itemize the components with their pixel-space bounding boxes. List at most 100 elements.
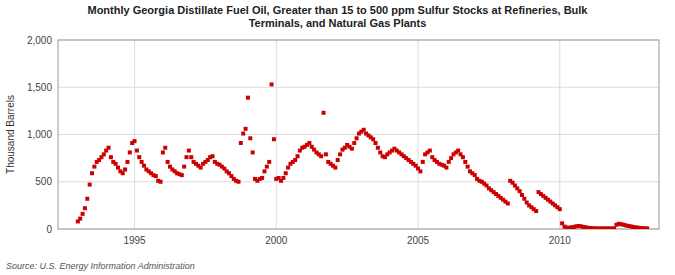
- point: [125, 160, 129, 164]
- y-grid-line: [58, 181, 659, 182]
- point: [506, 201, 510, 205]
- point: [239, 141, 243, 145]
- point: [534, 209, 538, 213]
- title: Monthly Georgia Distillate Fuel Oil, Gre…: [87, 4, 588, 29]
- point: [166, 160, 170, 164]
- point: [319, 154, 323, 158]
- x-tick-label: 1995: [123, 235, 146, 246]
- x-grid-line: [418, 40, 419, 229]
- point: [180, 173, 184, 177]
- point: [645, 226, 649, 229]
- point: [473, 173, 477, 177]
- point: [248, 136, 252, 140]
- point: [142, 164, 146, 168]
- source-note: Source: U.S. Energy Information Administ…: [6, 261, 195, 271]
- x-grid-line: [276, 40, 277, 229]
- point: [90, 171, 94, 175]
- point: [461, 155, 465, 159]
- point: [466, 165, 470, 169]
- point: [154, 174, 158, 178]
- plot-frame: [58, 40, 659, 229]
- point: [456, 149, 460, 153]
- point: [135, 149, 139, 153]
- point: [163, 146, 167, 150]
- point: [558, 207, 562, 211]
- point: [418, 169, 422, 173]
- point: [281, 176, 285, 180]
- x-grid-line: [559, 40, 560, 229]
- point: [324, 152, 328, 156]
- x-grid-line: [134, 40, 135, 229]
- x-tick-label: 2000: [265, 235, 288, 246]
- point: [246, 96, 250, 100]
- point: [260, 176, 264, 180]
- point: [244, 127, 248, 131]
- point: [262, 169, 266, 173]
- point: [88, 183, 92, 187]
- point: [322, 111, 326, 115]
- point: [378, 150, 382, 154]
- point: [107, 146, 111, 150]
- point: [352, 141, 356, 145]
- point: [338, 152, 342, 156]
- y-axis-label: Thousand Barrels: [5, 95, 16, 174]
- x-tick-label: 2005: [407, 235, 430, 246]
- point: [421, 160, 425, 164]
- point: [463, 160, 467, 164]
- point: [296, 154, 300, 158]
- point: [114, 162, 118, 166]
- points: [76, 82, 649, 229]
- point: [92, 165, 96, 169]
- y-grid-line: [58, 87, 659, 88]
- point: [123, 167, 127, 171]
- point: [355, 136, 359, 140]
- point: [185, 155, 189, 159]
- point: [286, 166, 290, 170]
- point: [189, 155, 193, 159]
- point: [133, 139, 137, 143]
- point: [78, 217, 82, 221]
- point: [267, 160, 271, 164]
- point: [161, 150, 165, 154]
- point: [284, 171, 288, 175]
- point: [128, 150, 132, 154]
- point: [159, 180, 163, 184]
- point: [251, 150, 255, 154]
- y-tick-label: 0: [46, 224, 52, 235]
- point: [182, 165, 186, 169]
- point: [362, 128, 366, 132]
- y-tick-label: 2,000: [27, 35, 52, 46]
- chart: Monthly Georgia Distillate Fuel Oil, Gre…: [0, 0, 675, 275]
- point: [81, 212, 85, 216]
- point: [116, 166, 120, 170]
- point: [520, 193, 524, 197]
- point: [272, 137, 276, 141]
- point: [241, 132, 245, 136]
- point: [109, 155, 113, 159]
- y-tick-label: 1,500: [27, 82, 52, 93]
- point: [140, 160, 144, 164]
- grid: [58, 40, 659, 229]
- point: [293, 158, 297, 162]
- point: [199, 166, 203, 170]
- point: [374, 141, 378, 145]
- point: [612, 226, 616, 229]
- point: [121, 171, 125, 175]
- point: [85, 197, 89, 201]
- point: [522, 197, 526, 201]
- point: [270, 82, 274, 86]
- point: [376, 146, 380, 150]
- point: [333, 166, 337, 170]
- x-tick-label: 2010: [549, 235, 572, 246]
- y-tick-label: 1,000: [27, 129, 52, 140]
- point: [428, 149, 432, 153]
- point: [137, 155, 141, 159]
- point: [444, 166, 448, 170]
- point: [336, 158, 340, 162]
- point: [518, 189, 522, 193]
- point: [83, 206, 87, 210]
- point: [102, 152, 106, 156]
- point: [350, 147, 354, 151]
- point: [447, 160, 451, 164]
- y-tick-label: 500: [35, 176, 52, 187]
